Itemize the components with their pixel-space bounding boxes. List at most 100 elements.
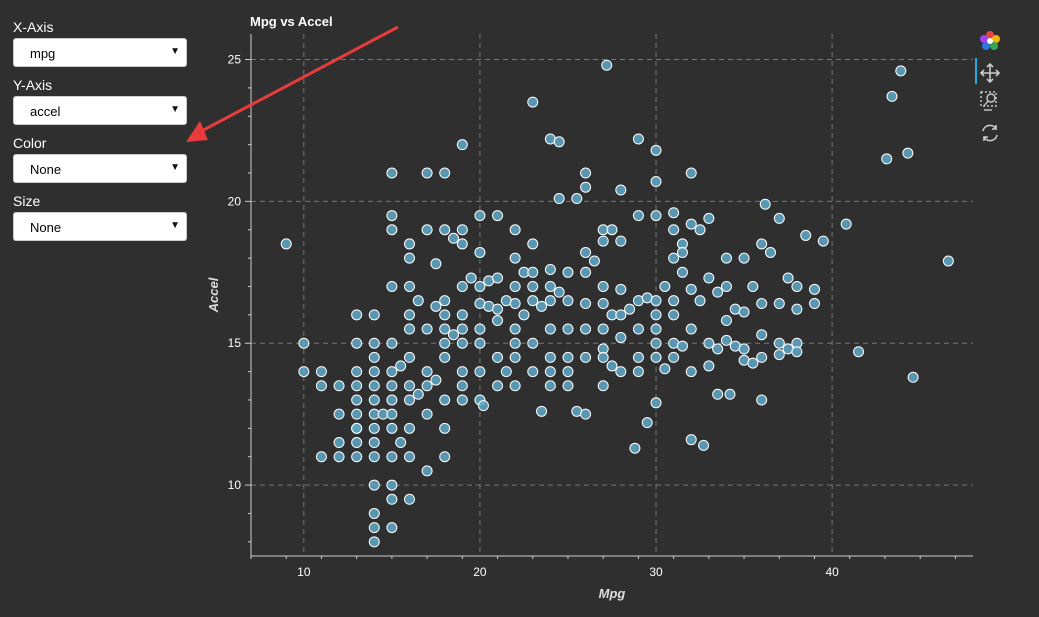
scatter-point (430, 300, 442, 312)
scatter-point (456, 380, 468, 392)
scatter-point (571, 193, 583, 205)
scatter-point (553, 136, 565, 148)
scatter-point (474, 323, 486, 335)
scatter-point (764, 246, 776, 258)
x-axis-select[interactable]: mpg ▼ (13, 38, 187, 67)
scatter-point (412, 388, 424, 400)
scatter-point (698, 439, 710, 451)
scatter-point (403, 380, 415, 392)
bokeh-logo-icon[interactable] (979, 30, 1001, 52)
scatter-point (456, 238, 468, 250)
scatter-point (492, 380, 504, 392)
axes: 10 20 30 40 10 15 20 25 (228, 34, 973, 579)
scatter-point (676, 266, 688, 278)
chevron-down-icon: ▼ (170, 220, 180, 231)
scatter-point (509, 337, 521, 349)
scatter-point (474, 337, 486, 349)
scatter-point (650, 337, 662, 349)
scatter-point (527, 337, 539, 349)
chevron-down-icon: ▼ (170, 104, 180, 115)
scatter-point (544, 263, 556, 275)
scatter-point (782, 272, 794, 284)
scatter-point (456, 337, 468, 349)
scatter-point (886, 90, 898, 102)
scatter-point (580, 167, 592, 179)
scatter-point (403, 280, 415, 292)
color-label: Color (13, 135, 47, 151)
scatter-point (456, 366, 468, 378)
scatter-point (544, 323, 556, 335)
scatter-point (738, 306, 750, 318)
scatter-point (403, 394, 415, 406)
scatter-point (368, 309, 380, 321)
scatter-point (386, 522, 398, 534)
y-axis-select[interactable]: accel ▼ (13, 96, 187, 125)
scatter-point (809, 298, 821, 310)
scatter-point (351, 394, 363, 406)
scatter-point (659, 363, 671, 375)
scatter-point (474, 210, 486, 222)
scatter-point (942, 255, 954, 267)
scatter-point (544, 351, 556, 363)
scatter-point (632, 366, 644, 378)
scatter-point (403, 309, 415, 321)
scatter-point (580, 266, 592, 278)
scatter-point (668, 252, 680, 264)
scatter-point (386, 224, 398, 236)
scatter-point (456, 224, 468, 236)
scatter-point (386, 167, 398, 179)
scatter-point (456, 309, 468, 321)
scatter-point (315, 380, 327, 392)
scatter-point (562, 366, 574, 378)
color-select[interactable]: None ▼ (13, 154, 187, 183)
scatter-point (756, 394, 768, 406)
reset-icon[interactable] (979, 122, 1001, 147)
scatter-point (509, 351, 521, 363)
scatter-point (492, 315, 504, 327)
scatter-point (368, 536, 380, 548)
y-tick-label: 20 (228, 194, 242, 208)
scatter-point (492, 303, 504, 315)
scatter-point (685, 283, 697, 295)
size-select[interactable]: None ▼ (13, 212, 187, 241)
scatter-point (456, 280, 468, 292)
scatter-point (580, 408, 592, 420)
x-axis-title: Mpg (599, 586, 626, 601)
chart-title: Mpg vs Accel (250, 14, 333, 29)
scatter-point (386, 408, 398, 420)
scatter-point (632, 351, 644, 363)
scatter-point (439, 323, 451, 335)
scatter-point (386, 493, 398, 505)
scatter-point (403, 252, 415, 264)
scatter-point (492, 210, 504, 222)
active-tool-indicator (975, 58, 977, 84)
scatter-point (492, 272, 504, 284)
scatter-point (597, 323, 609, 335)
scatter-point (456, 139, 468, 151)
scatter-point (386, 422, 398, 434)
scatter-point (333, 451, 345, 463)
scatter-point (907, 371, 919, 383)
scatter-point (430, 374, 442, 386)
box-zoom-icon[interactable] (979, 90, 1001, 112)
pan-icon[interactable] (979, 62, 1001, 84)
scatter-point (544, 366, 556, 378)
scatter-point (840, 218, 852, 230)
scatter-point (403, 323, 415, 335)
scatter-point (597, 235, 609, 247)
scatter-point (368, 451, 380, 463)
scatter-point (527, 280, 539, 292)
scatter-point (703, 272, 715, 284)
scatter-point (386, 394, 398, 406)
scatter-point (456, 323, 468, 335)
scatter-point (712, 286, 724, 298)
scatter-point (368, 351, 380, 363)
scatter-point (580, 298, 592, 310)
scatter-point (439, 337, 451, 349)
scatter-point (395, 360, 407, 372)
scatter-point (509, 252, 521, 264)
scatter-point (676, 340, 688, 352)
scatter-point (791, 303, 803, 315)
scatter-point (624, 303, 636, 315)
